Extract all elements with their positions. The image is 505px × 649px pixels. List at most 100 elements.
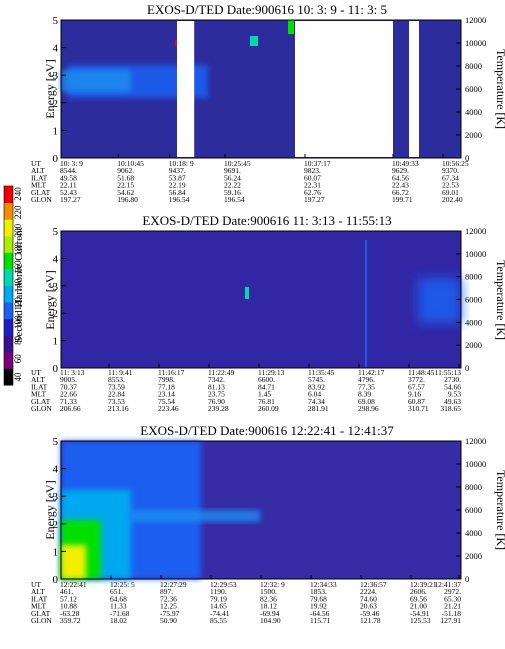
orbit-value: 22.31	[304, 181, 321, 190]
colorbar-swatch	[4, 268, 13, 286]
orbit-row-label: MLT	[31, 602, 47, 611]
colorbar-tick-label: 140	[13, 278, 23, 292]
data-gap	[295, 21, 393, 157]
orbit-value: 11:29:13	[258, 368, 285, 377]
orbit-value: 22.19	[169, 181, 186, 190]
orbit-value: 51.68	[117, 173, 134, 182]
orbit-value: 23.14	[158, 390, 175, 399]
orbit-value: 59.16	[224, 188, 241, 197]
orbit-value: 12:32: 9	[260, 580, 285, 589]
colorbar-swatch	[4, 252, 13, 270]
orbit-value: 9629.	[392, 166, 409, 175]
orbit-value: 197.27	[60, 195, 81, 204]
panel-2-y2label: Temperature [K]	[494, 260, 505, 340]
orbit-value: 9691.	[224, 166, 241, 175]
orbit-value: 461.	[60, 587, 73, 596]
orbit-row-label: MLT	[31, 181, 47, 190]
data-gap	[177, 21, 195, 157]
temperature-tick-label: 10000	[465, 459, 486, 469]
temperature-tick-label: 0	[465, 153, 469, 163]
orbit-value: 62.76	[304, 188, 321, 197]
orbit-value: -64.56	[310, 609, 330, 618]
orbit-value: 9.16	[408, 390, 421, 399]
temperature-tick-label: 12000	[465, 15, 486, 25]
orbit-value: 60.87	[408, 397, 425, 406]
orbit-value: -63.28	[60, 609, 80, 618]
orbit-value: 19.92	[310, 602, 327, 611]
orbit-value: 6600.	[258, 375, 275, 384]
orbit-value: 79.68	[310, 594, 327, 603]
energy-tick-label: 3	[53, 281, 59, 293]
colorbar-swatch	[4, 302, 13, 320]
energy-tick-label: 4	[53, 43, 59, 55]
orbit-value: 49.63	[444, 397, 461, 406]
orbit-value: 54.62	[117, 188, 134, 197]
orbit-value: 281.91	[308, 404, 329, 413]
orbit-value: 4796.	[358, 375, 375, 384]
orbit-value: 12:25: 5	[110, 580, 135, 589]
orbit-value: 11:22:49	[208, 368, 235, 377]
orbit-value: 3772.	[408, 375, 425, 384]
orbit-value: 9823.	[304, 166, 321, 175]
temperature-tick-label: 10000	[465, 249, 486, 259]
orbit-value: 239.28	[208, 404, 229, 413]
energy-tick-label: 3	[53, 70, 59, 82]
orbit-value: 85.55	[210, 616, 227, 625]
orbit-value: 22.84	[108, 390, 125, 399]
orbit-value: 9062.	[117, 166, 134, 175]
orbit-value: -54.91	[410, 609, 430, 618]
orbit-value: 8.39	[358, 390, 371, 399]
energy-tick-label: 4	[53, 253, 59, 265]
orbit-row-label: GLON	[31, 616, 52, 625]
orbit-value: 8553.	[108, 375, 125, 384]
orbit-row-label: UT	[31, 159, 41, 168]
colorbar-tick-label: 240	[13, 187, 23, 201]
energy-tick-label: 4	[53, 464, 59, 476]
temperature-tick-label: 0	[465, 363, 469, 373]
orbit-value: 2224.	[360, 587, 377, 596]
panel-1-y2label: Temperature [K]	[494, 49, 505, 129]
orbit-row-label: ILAT	[31, 382, 48, 391]
orbit-value: -71.68	[110, 609, 130, 618]
energy-tick-label: 5	[53, 15, 59, 27]
panel-1-ylabel: Energy [eV]	[43, 59, 57, 118]
orbit-value: 10:10:45	[117, 159, 144, 168]
orbit-value: 12:39:21	[410, 580, 437, 589]
energy-tick-label: 0	[53, 153, 59, 165]
colorbar-tick-label: 160	[13, 260, 23, 274]
temperature-tick-label: 4000	[465, 317, 482, 327]
orbit-value: 12:29:53	[210, 580, 237, 589]
orbit-value: 2606.	[410, 587, 427, 596]
orbit-value: 67.34	[442, 173, 459, 182]
temperature-tick-label: 6000	[465, 295, 482, 305]
orbit-value: 73.53	[108, 397, 125, 406]
orbit-row-label: MLT	[31, 390, 47, 399]
energy-tick-label: 1	[53, 336, 59, 348]
orbit-value: 897.	[160, 587, 173, 596]
orbit-row-label: UT	[31, 580, 41, 589]
orbit-value: 298.96	[358, 404, 379, 413]
orbit-value: 196.54	[169, 195, 190, 204]
temperature-tick-label: 8000	[465, 61, 482, 71]
panel-1-title: EXOS-D/TED Date:900616 10: 3: 9 - 11: 3:…	[147, 2, 387, 17]
orbit-value: 10.88	[60, 602, 77, 611]
orbit-value: 310.71	[408, 404, 429, 413]
orbit-value: 50.90	[160, 616, 177, 625]
orbit-value: 6.04	[308, 390, 321, 399]
orbit-value: 9437.	[169, 166, 186, 175]
temperature-tick-label: 12000	[465, 226, 486, 236]
orbit-value: 21.00	[410, 602, 427, 611]
energy-tick-label: 2	[53, 98, 59, 110]
orbit-row-label: GLAT	[31, 609, 51, 618]
orbit-value: 1190.	[210, 587, 227, 596]
orbit-value: 651.	[110, 587, 123, 596]
colorbar-swatch	[4, 351, 13, 369]
orbit-value: 9.53	[448, 390, 461, 399]
orbit-value: 74.34	[308, 397, 325, 406]
orbit-value: -74.41	[210, 609, 230, 618]
orbit-value: 57.12	[60, 594, 77, 603]
orbit-value: 12:36:57	[360, 580, 387, 589]
colorbar-swatch	[4, 219, 13, 237]
orbit-value: 104.90	[260, 616, 281, 625]
